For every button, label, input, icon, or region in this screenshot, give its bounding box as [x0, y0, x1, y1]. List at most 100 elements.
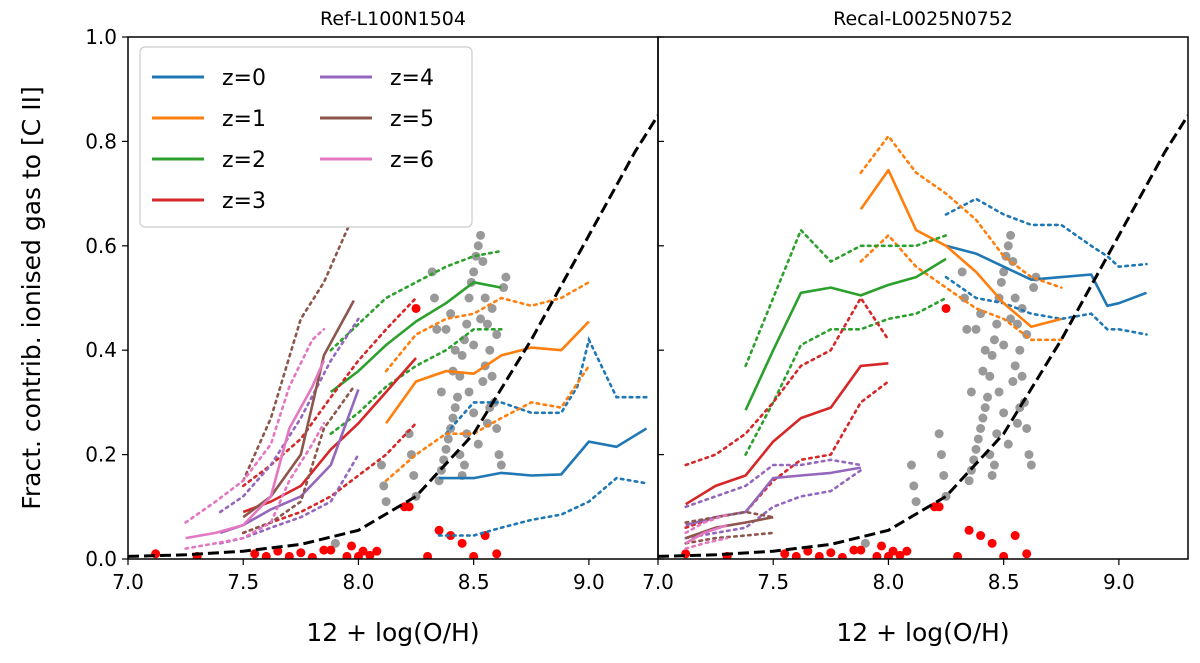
series-z6-median-line — [185, 360, 326, 540]
series-z0-lower-percentile — [437, 476, 648, 537]
series-z1-median-line — [859, 168, 1062, 329]
x-tick-label: 9.0 — [1103, 570, 1135, 594]
observation-grey-point — [330, 538, 340, 548]
legend-label: z=2 — [222, 148, 266, 173]
series-z5-median-line — [685, 515, 774, 540]
observation-red-point — [492, 549, 502, 559]
observation-grey-point — [962, 324, 972, 334]
observation-red-point — [434, 525, 444, 535]
legend-label: z=3 — [222, 189, 266, 214]
legend-label: z=0 — [222, 66, 266, 91]
observation-grey-point — [446, 309, 456, 319]
observation-grey-point — [1029, 283, 1039, 293]
observation-grey-point — [480, 293, 490, 303]
observation-grey-point — [985, 371, 995, 381]
series-z1-lower-percentile — [859, 233, 1063, 342]
series-z3-upper-percentile — [684, 295, 890, 467]
observation-red-point — [296, 548, 306, 558]
y-tick-label: 0.0 — [85, 547, 117, 571]
observation-grey-point — [473, 439, 483, 449]
observation-grey-point — [936, 450, 946, 460]
observation-grey-point — [999, 340, 1009, 350]
y-tick-label: 0.8 — [85, 129, 117, 153]
series-z4-median-line — [219, 388, 360, 535]
observation-red-point — [457, 538, 467, 548]
series-z3-median-line — [242, 357, 417, 514]
legend: z=0 z=1 z=2 z=3 z=4 z=5 z=6 — [139, 46, 473, 228]
observation-grey-point — [971, 444, 981, 454]
plot-area — [128, 114, 658, 559]
observation-red-point — [987, 538, 997, 548]
observation-red-point — [964, 525, 974, 535]
observation-grey-point — [1012, 418, 1022, 428]
observation-grey-point — [939, 470, 949, 480]
observation-red-point — [849, 545, 859, 555]
observation-red-point — [469, 551, 479, 559]
observation-grey-point — [485, 345, 495, 355]
x-axis-label: 12 + log(O/H) — [306, 618, 479, 647]
observation-grey-point — [911, 497, 921, 507]
series-z5-upper-percentile — [684, 510, 775, 524]
x-tick-label: 8.0 — [343, 570, 375, 594]
series-z2-median-line — [330, 280, 502, 394]
observation-grey-point — [476, 230, 486, 240]
observation-grey-point — [478, 377, 488, 387]
observation-grey-point — [987, 350, 997, 360]
observation-grey-point — [443, 434, 453, 444]
observation-grey-point — [381, 497, 391, 507]
series-z6-upper-percentile — [184, 327, 326, 524]
plot-area — [658, 114, 1188, 559]
observation-grey-point — [1026, 460, 1036, 470]
observation-grey-point — [1008, 377, 1018, 387]
observation-grey-point — [499, 283, 509, 293]
observation-grey-point — [376, 460, 386, 470]
observation-red-point — [411, 303, 421, 313]
observation-red-point — [372, 546, 382, 556]
observation-grey-point — [994, 387, 1004, 397]
observation-red-point — [803, 546, 813, 556]
observation-red-point — [902, 546, 912, 556]
observation-red-point — [826, 548, 836, 558]
observation-grey-point — [1006, 314, 1016, 324]
observation-grey-point — [492, 330, 502, 340]
observation-grey-point — [457, 350, 467, 360]
observation-grey-point — [992, 319, 1002, 329]
y-tick-label: 0.4 — [85, 338, 117, 362]
observation-red-point — [404, 502, 414, 512]
series-z1-upper-percentile — [384, 280, 591, 373]
observation-grey-point — [999, 408, 1009, 418]
observation-red-point — [347, 541, 357, 551]
series-z6-lower-percentile — [684, 536, 729, 550]
series-z4-lower-percentile — [684, 468, 863, 540]
observation-grey-point — [379, 481, 389, 491]
observation-grey-point — [453, 392, 463, 402]
observation-grey-point — [441, 324, 451, 334]
x-tick-label: 7.0 — [642, 570, 674, 594]
observation-grey-point — [476, 314, 486, 324]
observation-grey-point — [469, 340, 479, 350]
observation-grey-point — [432, 324, 442, 334]
legend-label: z=1 — [222, 107, 266, 132]
observation-red-point — [284, 551, 294, 559]
y-tick-label: 0.2 — [85, 443, 117, 467]
series-z3-median-line — [685, 362, 889, 506]
observation-grey-point — [429, 293, 439, 303]
observation-grey-point — [494, 450, 504, 460]
observation-grey-point — [473, 241, 483, 251]
legend-label: z=4 — [390, 66, 434, 91]
series-z6-upper-percentile — [684, 513, 729, 535]
observation-red-point — [895, 550, 905, 559]
observation-grey-point — [989, 460, 999, 470]
observation-grey-point — [1015, 345, 1025, 355]
x-tick-label: 9.0 — [573, 570, 605, 594]
observation-grey-point — [450, 403, 460, 413]
observation-grey-point — [492, 424, 502, 433]
series-z6-median-line — [685, 523, 728, 545]
observation-grey-point — [462, 319, 472, 329]
observation-grey-point — [860, 538, 870, 548]
series-z5-median-line — [242, 299, 355, 519]
axes-frame — [657, 36, 1189, 560]
observation-grey-point — [992, 429, 1002, 439]
observation-grey-point — [448, 413, 458, 423]
